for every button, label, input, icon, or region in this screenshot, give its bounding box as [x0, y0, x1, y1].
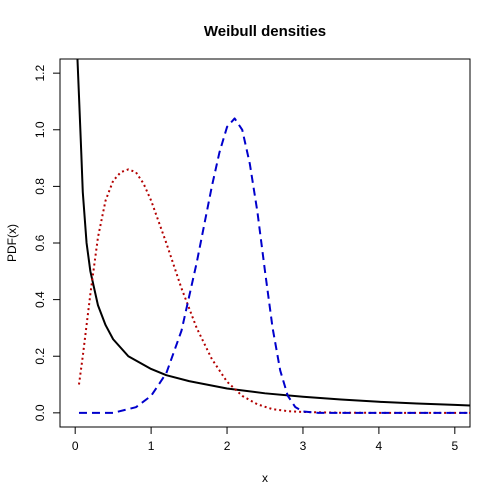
- y-tick-label: 0.6: [33, 234, 47, 251]
- y-tick-label: 0.0: [33, 404, 47, 421]
- x-axis-label: x: [262, 471, 268, 485]
- x-axis: 0 1 2 3 4 5: [72, 426, 458, 453]
- y-tick-label: 1.0: [33, 121, 47, 138]
- chart-title: Weibull densities: [204, 23, 326, 40]
- x-tick-label: 5: [451, 439, 458, 453]
- x-tick-label: 1: [148, 439, 155, 453]
- series-line-dotted: [77, 168, 470, 414]
- x-tick-label: 3: [300, 439, 307, 453]
- x-tick-label: 4: [376, 439, 383, 453]
- x-tick-label: 0: [72, 439, 79, 453]
- x-tick-label: 2: [224, 439, 231, 453]
- y-tick-label: 0.2: [33, 348, 47, 365]
- y-axis-label: PDF(x): [5, 224, 19, 262]
- y-tick-label: 0.4: [33, 291, 47, 308]
- y-tick-label: 0.8: [33, 178, 47, 195]
- plot-frame: [59, 58, 471, 428]
- series-line-solid: [76, 58, 471, 407]
- series-line-dashed: [78, 117, 470, 414]
- y-tick-label: 1.2: [33, 64, 47, 81]
- plot-series: [76, 58, 471, 414]
- y-axis: 0.0 0.2 0.4 0.6 0.8 1.0 1.2: [33, 64, 61, 421]
